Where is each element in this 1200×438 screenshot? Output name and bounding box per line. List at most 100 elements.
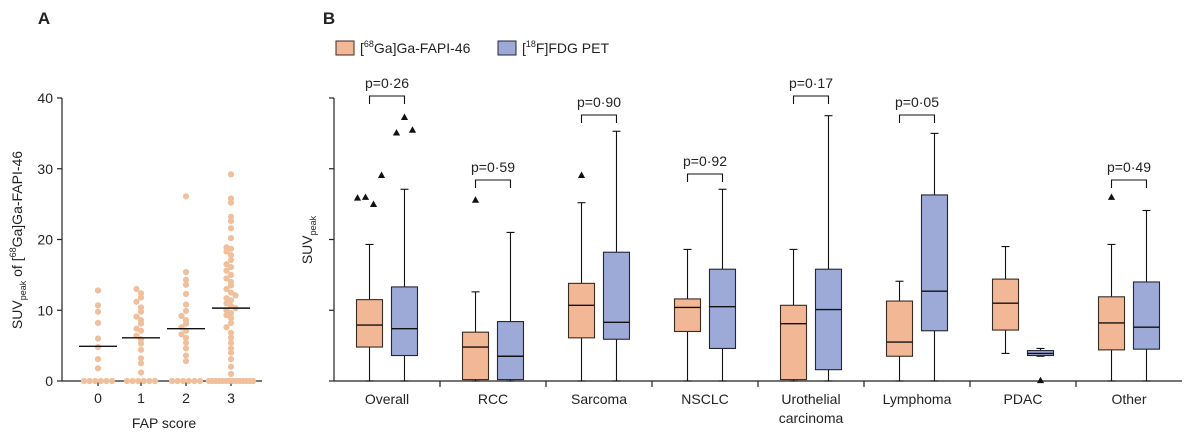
panel-b-box [1132, 281, 1161, 350]
panel-a-x-tick-label: 1 [137, 390, 145, 406]
panel-a-data-point [94, 302, 102, 309]
panel-a-data-point [137, 360, 145, 367]
panel-a-data-point [227, 271, 235, 278]
panel-a-data-point [137, 340, 145, 347]
panel-a-data-point [168, 377, 176, 385]
panel-b-box [567, 282, 596, 339]
panel-a-y-axis-label: SUVpeak of [68Ga]Ga-FAPI-46 [8, 151, 28, 329]
panel-a-data-point [223, 275, 230, 282]
panel-a-data-point [227, 263, 235, 271]
panel-b-outlier [408, 126, 417, 133]
panel-a-data-point [182, 339, 190, 346]
panel-b-legend-label: [68Ga]Ga-FAPI-46 [360, 39, 471, 56]
panel-b-p-bracket [1110, 179, 1148, 188]
panel-b-p-value: p=0·59 [471, 159, 515, 175]
panel-a-data-point [94, 287, 102, 294]
panel-a-x-tick-label: 2 [182, 390, 190, 406]
panel-a-data-point [103, 377, 110, 385]
panel-a-data-point [133, 285, 140, 293]
panel-a-data-point [133, 313, 140, 320]
panel-b-legend-swatch [335, 40, 355, 56]
panel-a-data-point [94, 308, 102, 315]
panel-b-p-value: p=0·17 [789, 75, 833, 91]
panel-a-data-point [133, 298, 140, 305]
panel-b-p-bracket [474, 179, 512, 188]
panel-b-p-value: p=0·26 [365, 75, 409, 91]
panel-a-data-point [137, 369, 145, 376]
panel-a-data-point [227, 251, 235, 259]
panel-a-y-axis-label-part: SUV [9, 300, 25, 329]
panel-a-data-point [182, 345, 190, 352]
panel-a-data-point [227, 278, 235, 286]
panel-a-y-tick-label: 40 [37, 90, 53, 106]
panel-b-legend-label-part: 18 [526, 39, 536, 49]
panel-a-data-point [227, 314, 235, 322]
panel-b-box [708, 268, 737, 350]
panel-b-outlier [1107, 193, 1116, 200]
panel-a-data-point [227, 171, 235, 178]
panel-a-y-axis-label-part: 68 [8, 247, 18, 257]
panel-b-outlier [377, 171, 386, 178]
panel-b-p-value: p=0·05 [895, 94, 939, 110]
panel-b-category-label: carcinoma [779, 410, 844, 426]
panel-a-data-point [80, 377, 88, 385]
panel-a-data-point [140, 377, 147, 385]
panel-a-data-point [227, 345, 235, 352]
panel-a-data-point [146, 377, 153, 385]
panel-a-data-point [94, 319, 102, 327]
panel-b-category-label: RCC [478, 391, 508, 407]
panel-a-x-tick-label: 3 [227, 390, 235, 406]
panel-b-box [885, 300, 914, 357]
panel-b-legend-label: [18F]FDG PET [522, 39, 609, 56]
panel-a-y-tick-label: 0 [45, 373, 53, 389]
panel-a-data-point [227, 349, 235, 356]
panel-a-data-point [227, 213, 235, 220]
panel-a-data-point [94, 335, 102, 342]
panel-a-data-point [182, 307, 190, 315]
panel-a-label: A [38, 9, 50, 28]
panel-a-data-point [227, 319, 235, 327]
panel-a-data-point [227, 289, 235, 296]
panel-a-data-point [137, 355, 145, 362]
panel-a-data-point [227, 355, 235, 363]
panel-a-data-point [196, 377, 204, 385]
panel-a-y-tick-label: 30 [37, 161, 53, 177]
panel-b-outlier [1036, 376, 1045, 384]
panel-a-data-point [182, 268, 190, 276]
panel-b-box [355, 299, 384, 348]
panel-b-category-label: Other [1111, 391, 1146, 407]
panel-a-data-point [178, 312, 185, 320]
panel-b-outlier [471, 196, 480, 203]
panel-a-data-point [151, 377, 159, 385]
panel-a-data-point [223, 324, 230, 331]
panel-a-data-point [133, 325, 140, 332]
panel-b-outlier [577, 171, 586, 178]
panel-b-outlier [392, 129, 401, 136]
panel-a-data-point [227, 218, 235, 225]
panel-a-data-point [94, 365, 102, 372]
panel-a-data-point [137, 308, 145, 315]
panel-b-label: B [323, 9, 335, 28]
panel-b-box [779, 304, 808, 381]
panel-b-outlier [353, 194, 362, 201]
panel-a-data-point [227, 195, 235, 202]
panel-b-y-axis-label: SUVpeak [299, 215, 318, 264]
panel-a-data-point [86, 377, 93, 385]
panel-a-data-point [137, 346, 145, 353]
panel-a-data-point [227, 329, 235, 336]
panel-b-y-axis-label-part: peak [308, 215, 318, 235]
panel-b-p-bracket [580, 114, 618, 123]
panel-b-box [496, 321, 525, 381]
panel-a-data-point [137, 294, 145, 301]
panel-a-y-axis-label-part: peak [18, 280, 28, 300]
panel-a-data-point [227, 309, 235, 317]
panel-a-data-point [227, 370, 235, 378]
panel-a-x-tick-label: 0 [94, 390, 102, 406]
panel-b-box [814, 268, 843, 371]
panel-a-data-point [123, 377, 131, 385]
panel-b-box [920, 194, 949, 332]
panel-a-data-point [94, 343, 102, 351]
panel-a-y-axis-label-part: Ga]Ga-FAPI-46 [9, 151, 25, 248]
panel-a-y-tick-label: 10 [37, 302, 53, 318]
panel-b-box [390, 286, 419, 357]
